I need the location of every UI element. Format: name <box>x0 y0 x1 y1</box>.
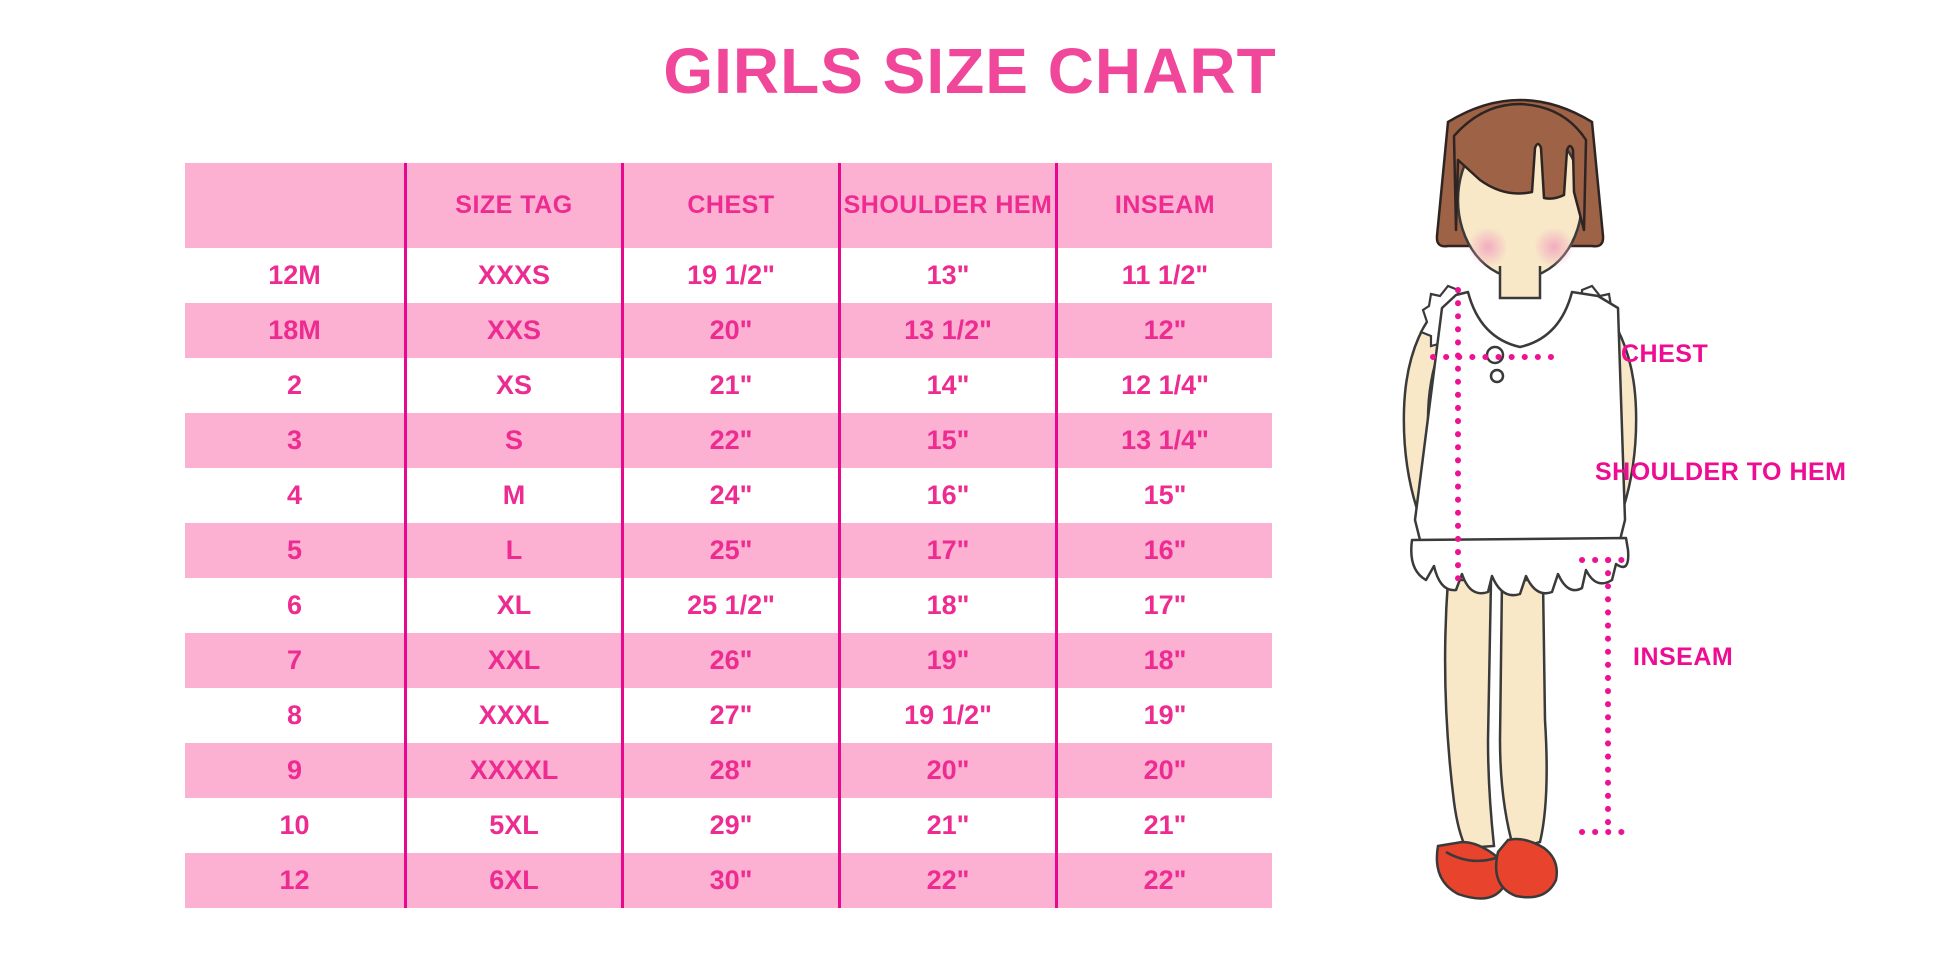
table-cell: 15" <box>838 413 1055 468</box>
header-cell-chest: CHEST <box>621 163 838 248</box>
table-cell: 27" <box>621 688 838 743</box>
table-row: 6 XL 25 1/2" 18" 17" <box>185 578 1272 633</box>
table-cell: 22" <box>1055 853 1272 908</box>
table-row: 2 XS 21" 14" 12 1/4" <box>185 358 1272 413</box>
table-row: 12 6XL 30" 22" 22" <box>185 853 1272 908</box>
table-cell: XS <box>404 358 621 413</box>
table-cell: 28" <box>621 743 838 798</box>
top <box>1410 284 1630 597</box>
table-row: 5 L 25" 17" 16" <box>185 523 1272 578</box>
table-cell: 7 <box>286 645 303 675</box>
table-cell: 18" <box>838 578 1055 633</box>
table-cell: 14" <box>838 358 1055 413</box>
table-row: 18M XXS 20" 13 1/2" 12" <box>185 303 1272 358</box>
table-cell: 25" <box>621 523 838 578</box>
table-cell: 5XL <box>404 798 621 853</box>
table-body: 12M XXXS 19 1/2" 13" 11 1/2" 18M XXS 20" 13 1/2"… <box>185 248 1272 908</box>
table-cell: 20" <box>838 743 1055 798</box>
girl-measurement-figure <box>1330 40 1650 920</box>
table-cell: XXXS <box>404 248 621 303</box>
table-cell: 11 1/2" <box>1055 248 1272 303</box>
header-cell-size <box>185 163 404 248</box>
table-row: 3 S 22" 15" 13 1/4" <box>185 413 1272 468</box>
table-cell: 13 1/4" <box>1055 413 1272 468</box>
table-cell: 15" <box>1055 468 1272 523</box>
table-cell: 6XL <box>404 853 621 908</box>
table-cell: XXXXL <box>404 743 621 798</box>
table-cell: 20" <box>621 303 838 358</box>
chest-label: CHEST <box>1621 340 1709 368</box>
table-cell: 30" <box>621 853 838 908</box>
table-cell: 18" <box>1055 633 1272 688</box>
table-cell: 8 <box>286 700 303 730</box>
table-cell: 6 <box>286 590 303 620</box>
hair-bangs <box>1452 102 1588 232</box>
table-cell: S <box>404 413 621 468</box>
size-chart-table: SIZE TAG CHEST SHOULDER HEM INSEAM 12M XXXS 1… <box>185 163 1272 908</box>
hem-ruffle <box>1410 536 1630 597</box>
table-header-row: SIZE TAG CHEST SHOULDER HEM INSEAM <box>185 163 1272 248</box>
neck <box>1498 266 1542 300</box>
table-cell: 13 1/2" <box>838 303 1055 358</box>
table-row: 10 5XL 29" 21" 21" <box>185 798 1272 853</box>
table-cell: XL <box>404 578 621 633</box>
header-cell-inseam: INSEAM <box>1055 163 1272 248</box>
table-cell: 21" <box>1055 798 1272 853</box>
table-row: 8 XXXL 27" 19 1/2" 19" <box>185 688 1272 743</box>
cheek-left <box>1468 227 1508 267</box>
table-cell: 3 <box>286 425 303 455</box>
inseam-label: INSEAM <box>1633 643 1734 671</box>
table-cell: 10 <box>279 810 310 840</box>
table-cell: XXL <box>404 633 621 688</box>
head <box>1435 98 1605 280</box>
table-cell: 16" <box>1055 523 1272 578</box>
table-cell: 13" <box>838 248 1055 303</box>
girl-illustration <box>1402 98 1638 900</box>
table-cell: 5 <box>286 535 303 565</box>
top-body <box>1413 290 1627 550</box>
shoulder-to-hem-label: SHOULDER TO HEM <box>1595 458 1847 486</box>
legs <box>1443 578 1548 852</box>
measurement-lines <box>1430 287 1629 835</box>
table-cell: 12 <box>279 865 310 895</box>
table-cell: L <box>404 523 621 578</box>
table-cell: 29" <box>621 798 838 853</box>
table-row: 9 XXXXL 28" 20" 20" <box>185 743 1272 798</box>
button-bottom <box>1489 368 1505 384</box>
table-cell: 26" <box>621 633 838 688</box>
table-cell: 19" <box>1055 688 1272 743</box>
table-cell: XXXL <box>404 688 621 743</box>
table-row: 12M XXXS 19 1/2" 13" 11 1/2" <box>185 248 1272 303</box>
table-row: 4 M 24" 16" 15" <box>185 468 1272 523</box>
table-cell: 21" <box>621 358 838 413</box>
table-cell: 21" <box>838 798 1055 853</box>
page-title: GIRLS SIZE CHART <box>663 35 1277 107</box>
table-cell: 19 1/2" <box>838 688 1055 743</box>
table-cell: 18M <box>268 315 321 345</box>
table-cell: 25 1/2" <box>621 578 838 633</box>
table-cell: 2 <box>286 370 303 400</box>
table-cell: 12M <box>268 260 321 290</box>
table-cell: 20" <box>1055 743 1272 798</box>
table-cell: 16" <box>838 468 1055 523</box>
table-cell: 17" <box>838 523 1055 578</box>
table-cell: 22" <box>621 413 838 468</box>
table-cell: 19" <box>838 633 1055 688</box>
table-row: 7 XXL 26" 19" 18" <box>185 633 1272 688</box>
table-cell: 22" <box>838 853 1055 908</box>
table-cell: 4 <box>286 480 303 510</box>
shoes <box>1435 837 1558 900</box>
table-cell: XXS <box>404 303 621 358</box>
table-cell: 12" <box>1055 303 1272 358</box>
table-cell: 9 <box>286 755 303 785</box>
table-cell: 24" <box>621 468 838 523</box>
cheek-right <box>1534 227 1574 267</box>
table-cell: 12 1/4" <box>1055 358 1272 413</box>
table-cell: M <box>404 468 621 523</box>
header-cell-size-tag: SIZE TAG <box>404 163 621 248</box>
table-cell: 17" <box>1055 578 1272 633</box>
table-cell: 19 1/2" <box>621 248 838 303</box>
header-cell-shoulder-hem: SHOULDER HEM <box>838 163 1055 248</box>
